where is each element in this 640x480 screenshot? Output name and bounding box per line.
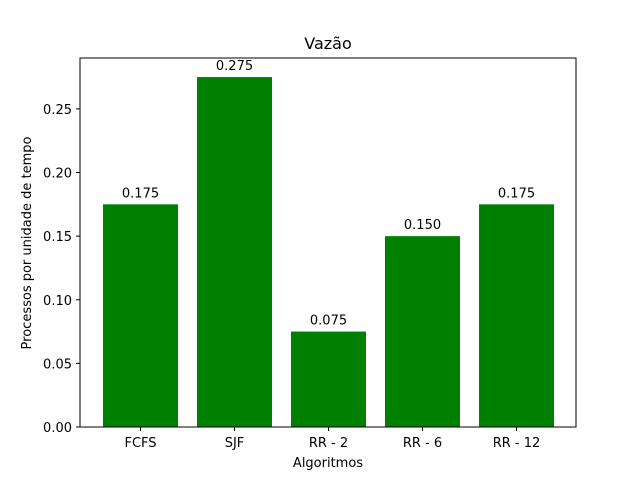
x-tick-label: RR - 12: [493, 436, 541, 451]
y-tick-label: 0.20: [43, 167, 72, 182]
y-tick-label: 0.05: [43, 357, 72, 372]
bar: [103, 204, 178, 427]
y-tick-label: 0.00: [43, 421, 72, 436]
bar: [385, 236, 460, 427]
x-axis-title: Algoritmos: [293, 456, 363, 471]
x-tick-label: RR - 2: [309, 436, 348, 451]
y-tick-label: 0.25: [43, 103, 72, 118]
bar: [479, 204, 554, 427]
y-axis-title: Processos por unidade de tempo: [20, 137, 35, 350]
x-tick-label: FCFS: [124, 436, 156, 451]
bar: [197, 77, 272, 427]
y-tick-label: 0.10: [43, 294, 72, 309]
plot-area: 0.175 0.275 0.075 0.150 0.175 0.00 0.05 0.10 0.1…: [43, 57, 577, 451]
y-tick-label: 0.15: [43, 230, 72, 245]
bar-value-label: 0.175: [122, 186, 159, 201]
bar: [291, 331, 366, 427]
bar-value-label: 0.150: [404, 218, 441, 233]
x-tick-label: SJF: [225, 436, 245, 451]
bar-value-label: 0.175: [498, 186, 535, 201]
bar-value-label: 0.075: [310, 314, 347, 329]
bar-value-label: 0.275: [216, 59, 253, 74]
chart-title: Vazão: [304, 34, 352, 53]
x-tick-label: RR - 6: [403, 436, 442, 451]
